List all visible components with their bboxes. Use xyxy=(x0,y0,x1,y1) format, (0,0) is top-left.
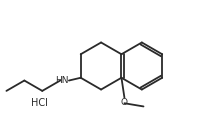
Text: HN: HN xyxy=(55,76,68,85)
Text: HCl: HCl xyxy=(31,98,48,108)
Text: O: O xyxy=(120,98,127,107)
